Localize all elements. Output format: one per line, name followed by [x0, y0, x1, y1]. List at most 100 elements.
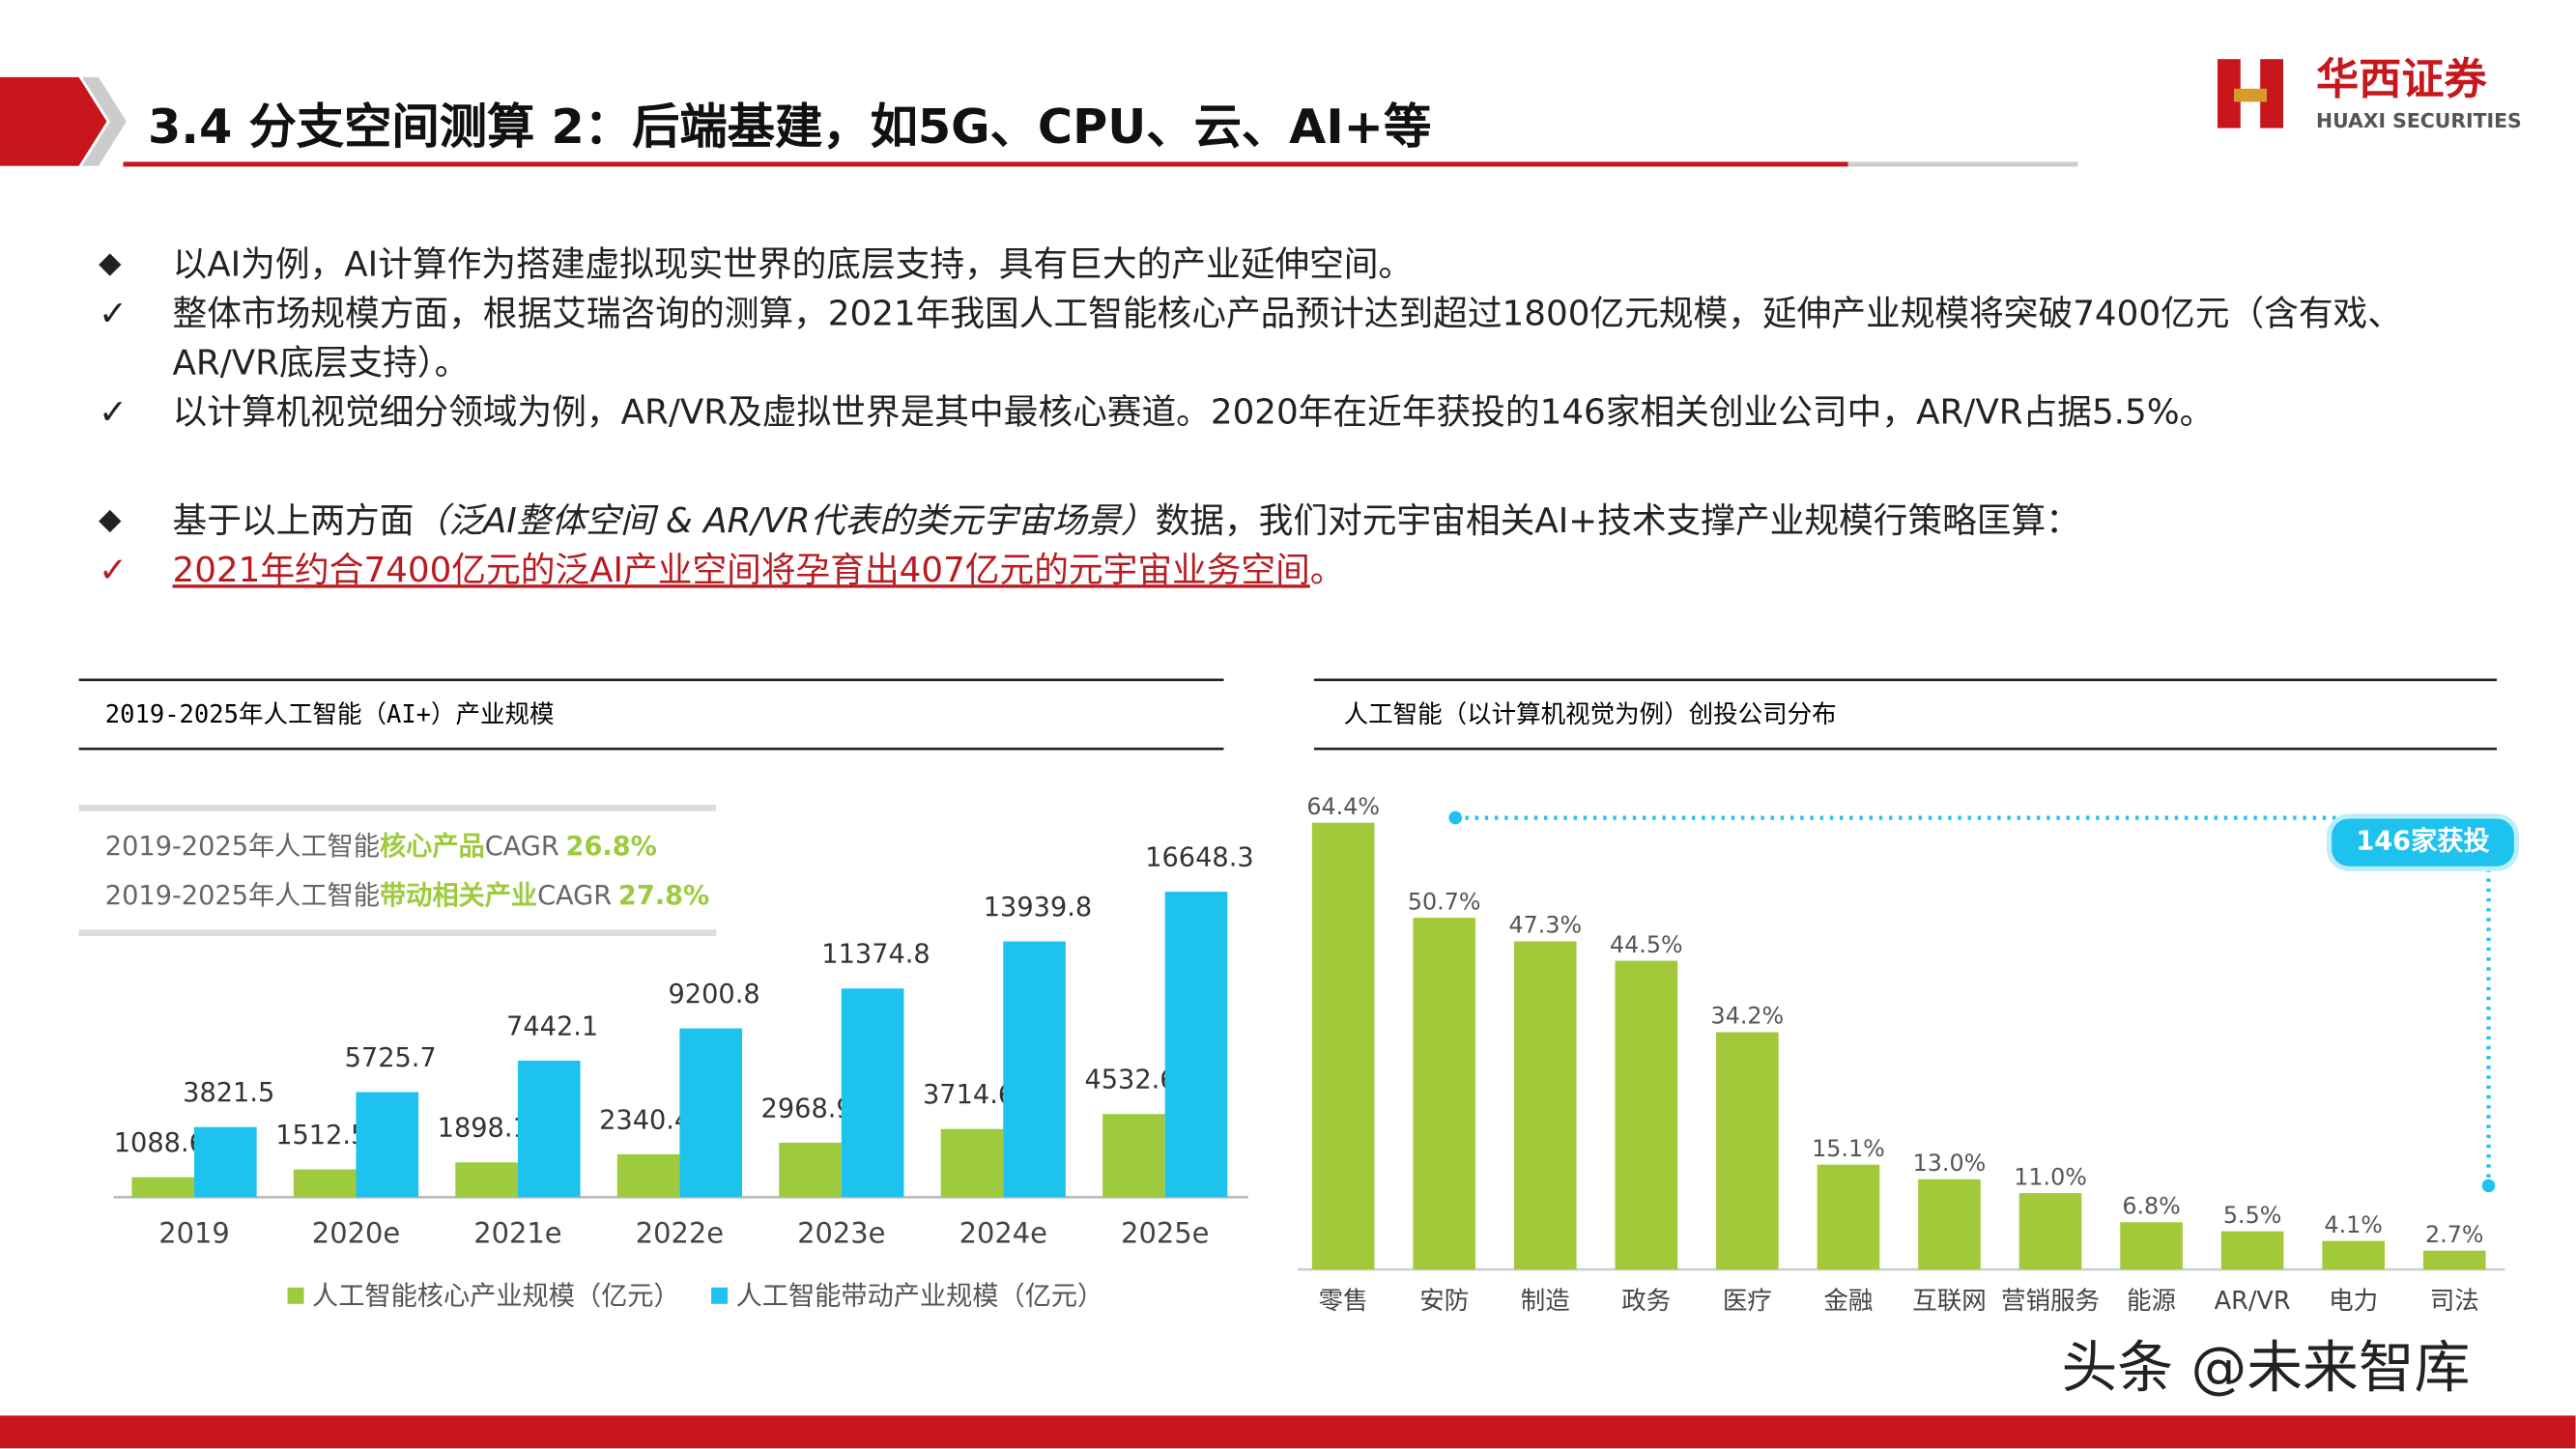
- value-label: 1088.6: [114, 1128, 206, 1158]
- bullet: 以计算机视觉细分领域为例，AR/VR及虚拟世界是其中最核心赛道。2020年在近年…: [99, 387, 2497, 437]
- cagr-value: 26.8%: [566, 832, 657, 862]
- value-label: 2.7%: [2425, 1221, 2483, 1248]
- x-tick-label: 2021e: [473, 1216, 561, 1249]
- bar: [2120, 1222, 2183, 1270]
- bullet-text: 数据，我们对元宇宙相关AI+技术支撑产业规模行策略匡算：: [1155, 500, 2080, 541]
- value-label: 4532.6: [1084, 1065, 1176, 1095]
- value-label: 3821.5: [183, 1078, 274, 1108]
- bar: [1918, 1179, 1981, 1270]
- bar: [293, 1169, 357, 1198]
- bullet-list: 以AI为例，AI计算作为搭建虚拟现实世界的底层支持，具有巨大的产业延伸空间。整体…: [99, 240, 2497, 594]
- value-label: 4.1%: [2324, 1211, 2382, 1238]
- legend-swatch: [287, 1287, 304, 1304]
- value-label: 13.0%: [1913, 1150, 1987, 1177]
- x-tick-label: 安防: [1419, 1287, 1469, 1316]
- value-label: 44.5%: [1610, 931, 1683, 958]
- bullet: 基于以上两方面（泛AI整体空间 & AR/VR代表的类元宇宙场景）数据，我们对元…: [99, 496, 2497, 545]
- slide-title: 3.4 分支空间测算 2：后端基建，如5G、CPU、云、AI+等: [148, 99, 1432, 155]
- bar: [679, 1028, 742, 1198]
- x-tick-label: 2020e: [312, 1216, 400, 1249]
- bar: [779, 1142, 842, 1198]
- bar: [517, 1060, 581, 1198]
- x-tick-label: 司法: [2430, 1287, 2479, 1316]
- bar: [131, 1177, 195, 1198]
- value-label: 1512.5: [275, 1121, 367, 1151]
- value-label: 9200.8: [669, 980, 760, 1009]
- x-tick-label: 2023e: [797, 1216, 885, 1249]
- x-tick-label: 能源: [2127, 1287, 2176, 1316]
- cagr-value: 27.8%: [618, 881, 709, 911]
- cagr-prefix: 2019-2025年人工智能: [105, 832, 380, 862]
- x-tick-label: 金融: [1823, 1287, 1873, 1316]
- bullet: 整体市场规模方面，根据艾瑞咨询的测算，2021年我国人工智能核心产品预计达到超过…: [99, 289, 2497, 387]
- chart-title: 2019-2025年人工智能（AI+）产业规模: [105, 700, 555, 729]
- bar: [1164, 892, 1228, 1198]
- value-label: 5725.7: [345, 1043, 437, 1073]
- chart-title: 人工智能（以计算机视觉为例）创投公司分布: [1344, 700, 1837, 729]
- value-label: 6.8%: [2122, 1192, 2180, 1219]
- bar: [2422, 1250, 2486, 1270]
- value-label: 47.3%: [1508, 912, 1582, 939]
- legend-label: 人工智能带动产业规模（亿元）: [736, 1282, 1104, 1312]
- bar: [940, 1128, 1004, 1198]
- cagr-prefix: 2019-2025年人工智能: [105, 881, 380, 911]
- x-tick-label: 制造: [1521, 1287, 1570, 1316]
- bar: [1817, 1164, 1880, 1270]
- bar: [1003, 941, 1066, 1198]
- x-tick-label: 医疗: [1723, 1287, 1772, 1316]
- bar: [2322, 1240, 2385, 1270]
- bullet-text: 以计算机视觉细分领域为例，AR/VR及虚拟世界是其中最核心赛道。2020年在近年…: [172, 392, 2215, 433]
- bar: [455, 1162, 518, 1198]
- bar: [1513, 941, 1577, 1270]
- bar: [1102, 1114, 1165, 1198]
- bullet-text: （泛AI整体空间 & AR/VR代表的类元宇宙场景）: [414, 500, 1156, 541]
- value-label: 64.4%: [1306, 793, 1380, 820]
- bar: [1615, 960, 1678, 1270]
- bar: [1413, 918, 1476, 1270]
- logo-en: HUAXI SECURITIES: [2316, 109, 2522, 132]
- value-label: 16648.3: [1145, 843, 1253, 873]
- cagr-note: 2019-2025年人工智能核心产品CAGR 26.8%: [105, 831, 657, 862]
- value-label: 34.2%: [1711, 1003, 1785, 1030]
- value-label: 2968.9: [761, 1094, 853, 1123]
- value-label: 13939.8: [984, 893, 1092, 923]
- x-tick-label: 互联网: [1912, 1287, 1987, 1316]
- x-tick-label: 零售: [1319, 1287, 1368, 1316]
- x-tick-label: 政务: [1621, 1287, 1671, 1316]
- bullet-text: 以AI为例，AI计算作为搭建虚拟现实世界的底层支持，具有巨大的产业延伸空间。: [172, 244, 1414, 285]
- cagr-note: 2019-2025年人工智能带动相关产业CAGR 27.8%: [105, 881, 709, 911]
- bullet-text: 基于以上两方面: [172, 500, 415, 541]
- footer-bar: [0, 1415, 2576, 1449]
- bar: [841, 988, 904, 1198]
- legend-label: 人工智能核心产业规模（亿元）: [312, 1282, 680, 1312]
- x-tick-label: 电力: [2329, 1287, 2378, 1316]
- watermark: 头条 @未来智库: [2061, 1335, 2470, 1401]
- annotation-line: [1455, 815, 2491, 1186]
- x-tick-label: 2019: [158, 1216, 230, 1249]
- value-label: 3714.6: [923, 1080, 1015, 1110]
- bar: [2018, 1193, 2082, 1270]
- logo-mark: [2234, 88, 2267, 102]
- logo-mark: [2260, 59, 2283, 128]
- cagr-suffix: CAGR: [485, 832, 559, 862]
- bullet: 2021年约合7400亿元的泛AI产业空间将孕育出407亿元的元宇宙业务空间。: [99, 545, 2497, 594]
- bullet: 以AI为例，AI计算作为搭建虚拟现实世界的底层支持，具有巨大的产业延伸空间。: [99, 240, 2497, 289]
- bar: [356, 1092, 419, 1198]
- value-label: 7442.1: [506, 1011, 598, 1041]
- logo-mark: [2218, 59, 2241, 128]
- annotation-dot: [1448, 810, 1462, 825]
- value-label: 2340.4: [599, 1105, 691, 1135]
- x-tick-label: 2022e: [636, 1216, 724, 1249]
- bar: [616, 1153, 680, 1198]
- bullet-text: 。: [1309, 550, 1345, 590]
- x-tick-label: 2025e: [1121, 1216, 1209, 1249]
- x-tick-label: AR/VR: [2215, 1287, 2291, 1316]
- header-tab: [0, 76, 107, 166]
- bar: [2220, 1231, 2284, 1270]
- bullet-text: 整体市场规模方面，根据艾瑞咨询的测算，2021年我国人工智能核心产品预计达到超过…: [172, 294, 2402, 384]
- logo-cn: 华西证券: [2316, 55, 2488, 104]
- x-tick-label: 营销服务: [2001, 1287, 2100, 1316]
- annotation-dot: [2481, 1179, 2496, 1193]
